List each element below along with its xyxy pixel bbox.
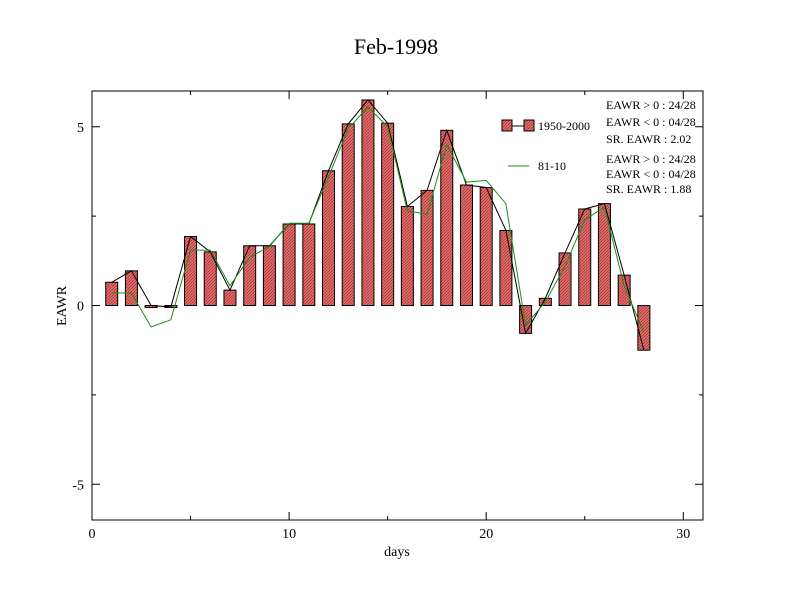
- bar-day-15: [381, 122, 395, 306]
- stats-annotation-1950-2000: EAWR > 0 : 24/28 EAWR < 0 : 04/28 SR. EA…: [606, 98, 696, 146]
- stat-line: EAWR > 0 : 24/28: [606, 98, 696, 112]
- legend-label-81-10: 81-10: [538, 159, 566, 173]
- y-tick-label: 0: [77, 300, 84, 315]
- stat-line: SR. EAWR : 2.02: [606, 132, 691, 146]
- bar-day-5: [184, 236, 198, 306]
- x-tick-label: 30: [676, 527, 690, 542]
- stat-line: EAWR < 0 : 04/28: [606, 167, 696, 181]
- bar-day-10: [282, 223, 296, 307]
- legend-label-1950-2000: 1950-2000: [538, 119, 590, 133]
- x-axis-label: days: [384, 545, 410, 560]
- y-tick-label: -5: [72, 478, 84, 493]
- x-tick-label: 10: [282, 527, 296, 542]
- x-tick-label: 0: [89, 527, 96, 542]
- y-tick-label: 5: [77, 121, 84, 136]
- bar-day-16: [400, 205, 414, 306]
- line-81-10: [111, 106, 645, 333]
- bar-day-18: [440, 129, 454, 306]
- legend: 1950-2000 81-10: [501, 119, 590, 173]
- bar-day-25: [578, 208, 592, 307]
- bar-day-24: [558, 252, 572, 306]
- stat-line: SR. EAWR : 1.88: [606, 182, 691, 196]
- bar-day-20: [479, 187, 493, 306]
- bar-day-17: [420, 189, 434, 306]
- bar-day-12: [322, 170, 336, 306]
- bar-day-7: [223, 289, 237, 307]
- stat-line: EAWR > 0 : 24/28: [606, 152, 696, 166]
- stat-line: EAWR < 0 : 04/28: [606, 115, 696, 129]
- y-axis-label: EAWR: [55, 285, 70, 326]
- bar-day-9: [262, 245, 276, 306]
- chart-title: Feb-1998: [354, 34, 438, 59]
- legend-swatch-left-1950-2000: [501, 119, 513, 132]
- bar-day-13: [341, 123, 355, 306]
- axis-ticks: 0 10 20 30 -5 0 5: [72, 91, 703, 542]
- legend-swatch-right-1950-2000: [523, 119, 535, 132]
- x-tick-label: 20: [479, 527, 493, 542]
- stats-annotation-81-10: EAWR > 0 : 24/28 EAWR < 0 : 04/28 SR. EA…: [606, 152, 696, 196]
- line-series-group: [111, 99, 645, 351]
- bar-day-19: [459, 184, 473, 307]
- bar-day-1: [105, 281, 119, 307]
- bar-day-14: [361, 99, 375, 306]
- bar-series-1950-2000: [105, 99, 651, 351]
- bar-day-21: [499, 229, 513, 306]
- bar-day-11: [302, 223, 316, 307]
- line-1950-2000: [111, 99, 645, 351]
- bar-day-28: [637, 305, 651, 351]
